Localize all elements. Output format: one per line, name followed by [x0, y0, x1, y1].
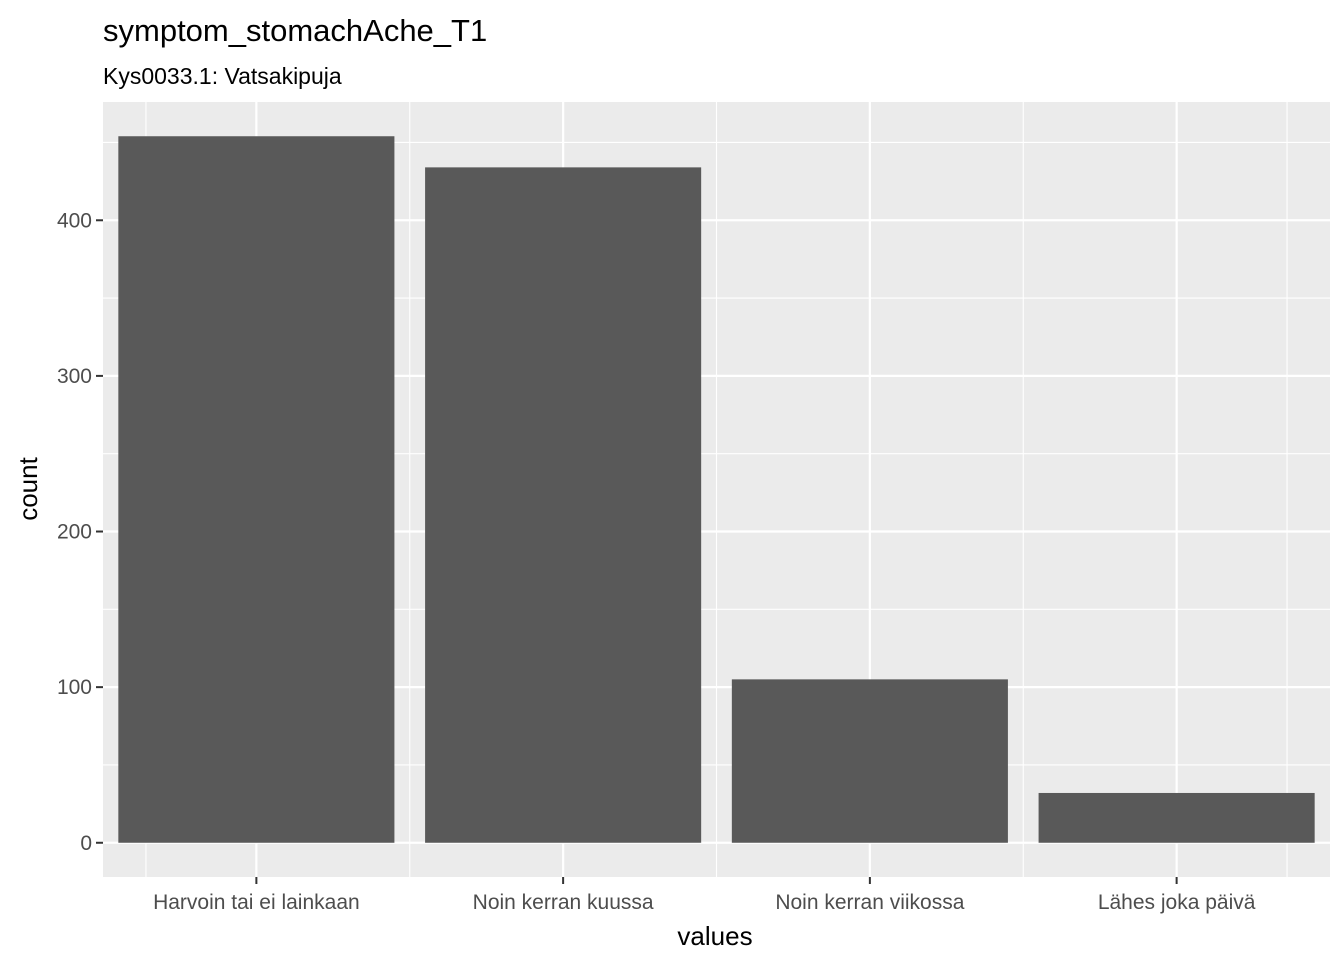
y-axis: 0 100 200 300 400 [57, 209, 103, 855]
bar [731, 679, 1008, 843]
y-tick-label: 400 [57, 209, 92, 232]
bars [118, 136, 1315, 843]
x-axis: Harvoin tai ei lainkaan Noin kerran kuuss… [153, 877, 1256, 914]
x-tick-label: Harvoin tai ei lainkaan [153, 891, 360, 914]
x-axis-title: values [677, 921, 752, 951]
x-tick-label: Noin kerran viikossa [775, 891, 964, 914]
bar [118, 136, 395, 843]
y-tick-label: 300 [57, 365, 92, 388]
y-tick-label: 100 [57, 676, 92, 699]
chart-subtitle: Kys0033.1: Vatsakipuja [103, 63, 342, 89]
chart-title: symptom_stomachAche_T1 [103, 13, 487, 48]
y-tick-label: 200 [57, 521, 92, 544]
x-tick-label: Lähes joka päivä [1098, 891, 1256, 914]
y-axis-title: count [13, 456, 43, 520]
y-tick-label: 0 [80, 832, 92, 855]
bar [1038, 792, 1315, 843]
bar [425, 167, 702, 843]
x-tick-label: Noin kerran kuussa [473, 891, 654, 914]
